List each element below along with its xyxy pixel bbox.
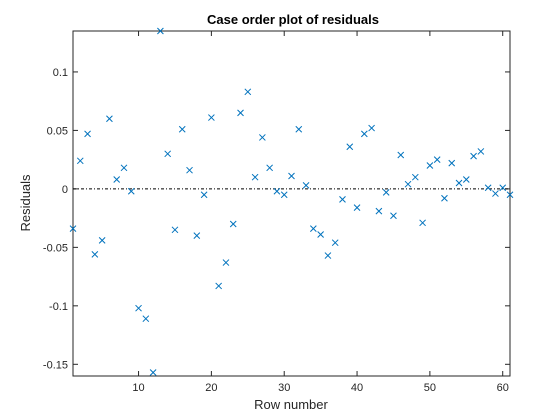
data-point [295, 125, 303, 133]
data-point [375, 207, 383, 215]
data-point [470, 152, 477, 160]
data-point [317, 231, 324, 238]
data-point [251, 173, 259, 181]
data-point [244, 88, 252, 96]
data-point [98, 236, 106, 244]
x-axis: 10 20 30 40 50 60 [132, 31, 509, 394]
data-point [390, 212, 397, 220]
data-point [288, 172, 295, 180]
data-point [157, 27, 164, 35]
data-point [113, 176, 121, 183]
plot-box [72, 30, 511, 377]
data-point [397, 151, 405, 159]
data-point [178, 125, 186, 133]
x-tick-label: 20 [205, 382, 217, 394]
x-tick-label: 30 [278, 382, 290, 394]
data-point [229, 220, 237, 228]
data-point [331, 239, 339, 247]
x-tick-label: 60 [497, 382, 509, 394]
data-point [69, 225, 77, 232]
data-point [149, 369, 157, 376]
data-point [339, 196, 346, 203]
data-series [69, 27, 514, 376]
data-point [266, 164, 274, 172]
y-tick-label: 0 [62, 184, 68, 196]
y-tick-label: -0.1 [49, 301, 68, 313]
x-tick-label: 10 [132, 382, 144, 394]
chart-title: Case order plot of residuals [207, 12, 379, 27]
data-point [477, 148, 485, 155]
data-point [353, 204, 361, 211]
data-point [91, 251, 99, 258]
data-point [411, 173, 419, 181]
data-point [186, 166, 193, 174]
data-point [324, 252, 332, 259]
y-tick-label: -0.15 [43, 359, 68, 371]
data-point [455, 179, 463, 187]
y-axis-label: Residuals [18, 174, 33, 232]
data-point [215, 282, 223, 290]
data-point [120, 164, 128, 172]
data-point [419, 219, 426, 227]
data-point [368, 124, 375, 132]
data-point [448, 159, 456, 167]
data-point [492, 190, 499, 197]
data-point [302, 182, 310, 189]
data-point [499, 184, 507, 192]
data-point [346, 143, 354, 151]
data-point [237, 109, 244, 117]
data-point [382, 189, 390, 196]
data-point [222, 259, 230, 266]
data-point [193, 232, 201, 240]
data-point [142, 315, 150, 323]
data-point [426, 162, 434, 169]
data-point [273, 187, 281, 195]
data-point [360, 130, 368, 138]
data-point [76, 157, 84, 165]
data-point [259, 134, 266, 141]
data-point [309, 225, 317, 232]
data-point [441, 194, 448, 202]
data-point [164, 150, 172, 158]
data-point [280, 191, 288, 199]
y-tick-label: 0.1 [53, 67, 68, 79]
data-point [171, 226, 179, 234]
data-point [462, 176, 470, 183]
data-point [484, 184, 492, 192]
data-point [200, 191, 208, 199]
data-point [127, 187, 135, 195]
data-point [404, 180, 412, 188]
y-tick-label: 0.05 [47, 125, 68, 137]
x-tick-label: 50 [424, 382, 436, 394]
data-point [208, 114, 215, 121]
data-point [135, 304, 142, 312]
y-axis: 0.1 0.05 0 -0.05 -0.1 -0.15 [43, 67, 510, 371]
data-point [84, 130, 91, 138]
data-point [433, 156, 441, 163]
data-point [106, 115, 113, 123]
x-axis-label: Row number [254, 397, 328, 412]
x-tick-label: 40 [351, 382, 363, 394]
y-tick-label: -0.05 [43, 242, 68, 254]
data-point [506, 191, 514, 199]
